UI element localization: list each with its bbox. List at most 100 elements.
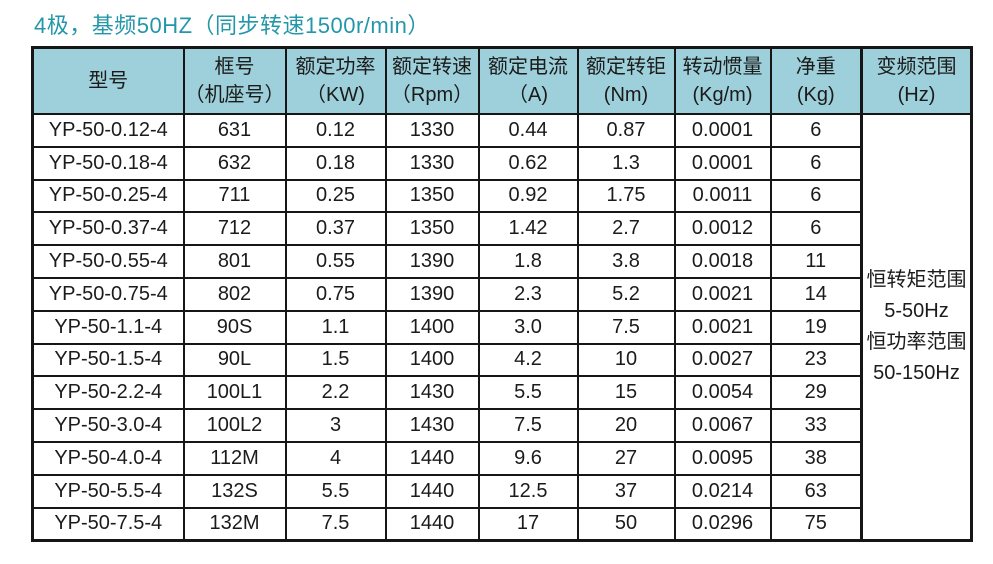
cell-inertia: 0.0054 [673, 375, 772, 411]
cell-model: YP-50-0.55-4 [31, 244, 185, 279]
header-label: （机座号） [184, 84, 285, 106]
cell-model: YP-50-0.25-4 [31, 178, 185, 214]
cell-inertia: 0.0021 [673, 276, 772, 312]
cell-rated-current: 7.5 [477, 408, 579, 443]
header-cell-rated-power: 额定功率 （KW) [284, 46, 387, 115]
cell-frame-size: 90L [182, 342, 287, 378]
cell-rated-power: 1.1 [284, 309, 387, 345]
header-cell-inertia: 转动惯量 (Kg/m) [673, 46, 772, 115]
cell-rated-current: 0.92 [477, 178, 579, 214]
cell-inertia: 0.0018 [673, 244, 772, 279]
freq-range-note-line: 恒转矩范围 [866, 269, 967, 292]
cell-rated-power: 0.12 [284, 113, 387, 148]
cell-net-weight: 6 [769, 145, 863, 181]
header-label: （KW) [306, 84, 365, 106]
cell-net-weight: 38 [769, 440, 863, 476]
cell-net-weight: 19 [769, 309, 863, 345]
cell-net-weight: 29 [769, 375, 863, 411]
table-row: YP-50-3.0-4 100L2 3 1430 7.5 20 0.0067 33 [31, 408, 972, 443]
header-row: 型号 框号 （机座号） 额定功率 （KW) 额定转速 （Rpm） 额定电流 （A) 额定转钜 (Nm… [31, 46, 973, 115]
header-cell-rated-torque: 额定转钜 (Nm) [576, 46, 676, 115]
cell-frame-size: 801 [182, 244, 287, 279]
cell-rated-power: 0.55 [284, 244, 387, 279]
cell-rated-current: 4.2 [477, 342, 579, 378]
header-cell-rated-speed: 额定转速 （Rpm） [384, 46, 480, 115]
table-row: YP-50-1.5-4 90L 1.5 1400 4.2 10 0.0027 23 [31, 342, 972, 378]
cell-rated-power: 4 [284, 440, 387, 476]
cell-rated-torque: 1.3 [576, 145, 676, 181]
cell-rated-current: 3.0 [477, 309, 579, 345]
cell-model: YP-50-2.2-4 [31, 375, 185, 411]
cell-rated-current: 2.3 [477, 276, 579, 312]
cell-rated-torque: 37 [576, 473, 676, 509]
cell-inertia: 0.0214 [673, 473, 772, 509]
cell-rated-power: 3 [284, 408, 387, 443]
cell-rated-torque: 27 [576, 440, 676, 476]
header-label: 变频范围 [876, 56, 957, 78]
cell-frame-size: 802 [182, 276, 287, 312]
table-row: YP-50-0.37-4 712 0.37 1350 1.42 2.7 0.0012 6 [31, 211, 972, 247]
cell-frame-size: 132S [182, 473, 287, 509]
cell-rated-torque: 3.8 [576, 244, 676, 279]
cell-rated-speed: 1330 [384, 113, 480, 148]
spec-table: 型号 框号 （机座号） 额定功率 （KW) 额定转速 （Rpm） 额定电流 （A) 额定转钜 (Nm… [31, 46, 973, 543]
cell-inertia: 0.0001 [673, 145, 772, 181]
cell-rated-power: 1.5 [284, 342, 387, 378]
cell-rated-torque: 50 [576, 506, 676, 542]
cell-frame-size: 132M [182, 506, 287, 542]
header-cell-rated-current: 额定电流 （A) [477, 46, 579, 115]
cell-rated-speed: 1390 [384, 244, 480, 279]
cell-rated-speed: 1350 [384, 178, 480, 214]
header-label: (Kg) [796, 84, 835, 106]
cell-model: YP-50-4.0-4 [31, 440, 185, 476]
cell-freq-range-note: 恒转矩范围 5-50Hz 恒功率范围 50-150Hz [860, 113, 973, 542]
cell-frame-size: 112M [182, 440, 287, 476]
header-label: （A) [508, 84, 548, 106]
header-label: 转动惯量 [682, 56, 763, 78]
header-label: （Rpm） [390, 84, 474, 106]
cell-rated-current: 17 [477, 506, 579, 542]
cell-rated-current: 5.5 [477, 375, 579, 411]
cell-inertia: 0.0012 [673, 211, 772, 247]
header-label: 额定功率 [295, 56, 376, 78]
cell-rated-power: 7.5 [284, 506, 387, 542]
cell-rated-power: 0.37 [284, 211, 387, 247]
cell-rated-power: 0.18 [284, 145, 387, 181]
cell-net-weight: 6 [769, 211, 863, 247]
header-label: 净重 [795, 56, 836, 78]
cell-net-weight: 6 [769, 178, 863, 214]
cell-model: YP-50-3.0-4 [31, 408, 185, 443]
cell-frame-size: 100L2 [182, 408, 287, 443]
cell-inertia: 0.0095 [673, 440, 772, 476]
cell-rated-current: 0.44 [477, 113, 579, 148]
cell-rated-speed: 1350 [384, 211, 480, 247]
cell-frame-size: 100L1 [182, 375, 287, 411]
cell-model: YP-50-0.37-4 [31, 211, 185, 247]
cell-rated-speed: 1440 [384, 440, 480, 476]
freq-range-note-line: 恒功率范围 [866, 331, 967, 354]
cell-rated-speed: 1390 [384, 276, 480, 312]
cell-rated-current: 9.6 [477, 440, 579, 476]
cell-inertia: 0.0001 [673, 113, 772, 148]
header-label: (Nm) [603, 84, 649, 106]
cell-net-weight: 14 [769, 276, 863, 312]
cell-frame-size: 90S [182, 309, 287, 345]
table-row: YP-50-0.25-4 711 0.25 1350 0.92 1.75 0.0011 6 [31, 178, 972, 214]
header-cell-frame-size: 框号 （机座号） [182, 46, 287, 115]
cell-net-weight: 23 [769, 342, 863, 378]
cell-rated-power: 2.2 [284, 375, 387, 411]
table-body: YP-50-0.12-4 631 0.12 1330 0.44 0.87 0.0001 6 恒转… [31, 113, 973, 542]
table-row: YP-50-2.2-4 100L1 2.2 1430 5.5 15 0.0054 29 [31, 375, 972, 411]
cell-rated-current: 0.62 [477, 145, 579, 181]
cell-rated-power: 0.25 [284, 178, 387, 214]
cell-model: YP-50-7.5-4 [31, 506, 185, 542]
table-row: YP-50-0.75-4 802 0.75 1390 2.3 5.2 0.0021 14 [31, 276, 972, 312]
cell-model: YP-50-0.18-4 [31, 145, 185, 181]
cell-rated-torque: 7.5 [576, 309, 676, 345]
header-label: 额定转钜 [586, 56, 666, 78]
cell-rated-current: 12.5 [477, 473, 579, 509]
cell-rated-speed: 1430 [384, 375, 480, 411]
header-label: (Kg/m) [692, 84, 753, 106]
header-label: 额定电流 [488, 56, 568, 78]
header-label: 框号 [214, 56, 255, 78]
